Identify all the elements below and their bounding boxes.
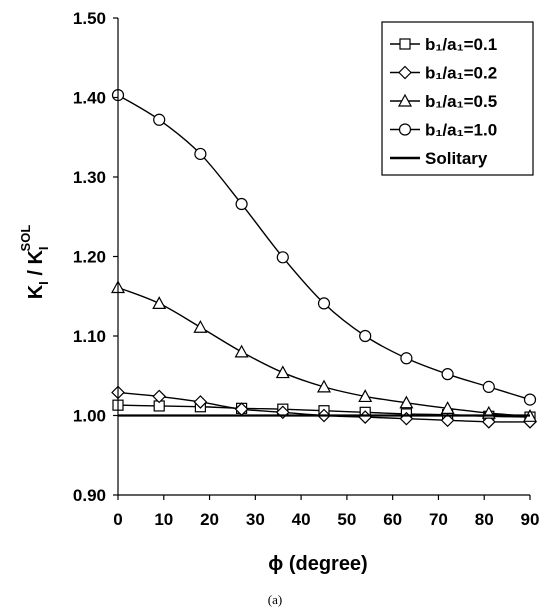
y-axis-title-sup2: SOL <box>18 225 33 252</box>
data-point <box>275 365 290 379</box>
legend-label: Solitary <box>425 149 488 168</box>
data-point <box>316 379 332 393</box>
legend-marker <box>399 38 411 50</box>
data-point <box>153 113 166 126</box>
y-tick-label: 1.10 <box>73 327 106 346</box>
y-tick-label: 1.40 <box>73 89 106 108</box>
data-point <box>440 401 455 414</box>
plot-area <box>110 89 538 429</box>
data-point <box>235 197 248 211</box>
x-tick-label: 60 <box>383 510 402 529</box>
y-axis-title-sub: I <box>36 281 51 285</box>
y-axis-title-sep: / K <box>25 250 47 282</box>
svg-text:KI / KISOL: KI / KISOL <box>18 225 51 300</box>
x-tick-label: 80 <box>475 510 494 529</box>
data-point <box>358 389 373 403</box>
data-point <box>152 389 167 404</box>
data-point <box>234 344 249 358</box>
legend-label: b₁/a₁=0.2 <box>425 64 497 83</box>
data-point <box>400 352 413 365</box>
y-axis-title-main: K <box>25 284 47 299</box>
y-tick-label: 1.50 <box>73 9 106 28</box>
data-point <box>317 297 331 310</box>
x-tick-label: 90 <box>521 510 540 529</box>
data-point <box>399 395 414 409</box>
legend-marker <box>398 65 412 80</box>
y-axis-title-sub2: I <box>36 246 51 250</box>
legend-marker <box>397 93 413 107</box>
y-tick-label: 1.00 <box>73 407 106 426</box>
y-tick-label: 1.30 <box>73 168 106 187</box>
legend-label: b₁/a₁=1.0 <box>425 121 497 140</box>
x-tick-label: 30 <box>246 510 265 529</box>
x-tick-label: 10 <box>154 510 173 529</box>
series-3 <box>111 89 537 406</box>
y-ticks: 0.90 1.00 1.10 1.20 1.30 1.40 1.50 <box>73 9 118 505</box>
data-point <box>440 413 455 428</box>
legend-label: b₁/a₁=0.1 <box>425 35 497 54</box>
x-ticks: 0 10 20 30 40 50 60 70 80 90 <box>113 495 539 529</box>
legend-marker <box>398 123 412 136</box>
data-point <box>441 368 454 381</box>
data-point <box>152 296 167 310</box>
legend: b₁/a₁=0.1 b₁/a₁=0.2 b₁/a₁=0.5 b₁/a₁=1.0 Soli… <box>381 21 534 176</box>
legend-label: b₁/a₁=0.5 <box>425 92 497 111</box>
data-point <box>193 395 208 409</box>
x-tick-label: 50 <box>337 510 356 529</box>
series-2 <box>110 280 538 422</box>
x-tick-label: 0 <box>113 510 122 529</box>
data-point <box>194 147 207 161</box>
data-point <box>193 320 208 333</box>
y-tick-label: 1.20 <box>73 248 106 267</box>
y-axis-title: KI / KISOL <box>18 225 51 300</box>
data-point <box>359 329 372 343</box>
x-tick-label: 40 <box>292 510 311 529</box>
figure-caption: (a) <box>268 592 282 607</box>
data-point <box>482 380 495 393</box>
y-tick-label: 0.90 <box>73 486 106 505</box>
x-tick-label: 20 <box>200 510 219 529</box>
x-tick-label: 70 <box>429 510 448 529</box>
data-point <box>523 393 537 406</box>
data-point <box>481 415 496 429</box>
data-point <box>276 251 289 264</box>
x-axis-title: ϕ (degree) <box>268 553 367 575</box>
